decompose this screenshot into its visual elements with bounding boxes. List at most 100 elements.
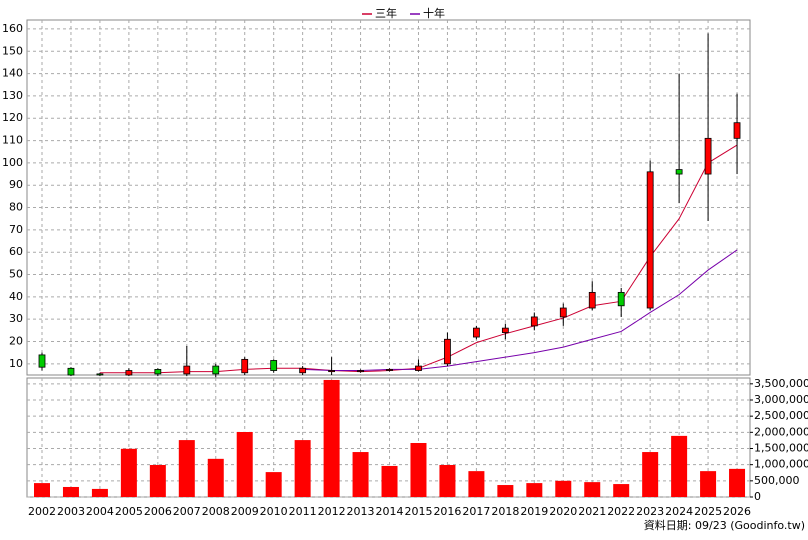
- candle-body: [154, 369, 162, 375]
- volume-bar: [729, 468, 746, 497]
- x-tick-label: 2013: [347, 505, 375, 518]
- candle-body: [270, 360, 278, 371]
- volume-bar: [671, 435, 688, 497]
- volume-bar: [497, 485, 514, 497]
- y-tick-label: 50: [9, 268, 23, 281]
- y-tick-label: 150: [2, 44, 23, 57]
- x-tick-label: 2025: [694, 505, 722, 518]
- candle-body: [588, 291, 596, 309]
- volume-bar: [700, 471, 717, 497]
- volume-bar: [120, 448, 137, 497]
- y-tick-label: 90: [9, 178, 23, 191]
- y-tick-label: 120: [2, 111, 23, 124]
- x-tick-label: 2017: [462, 505, 490, 518]
- volume-bar: [468, 471, 485, 497]
- x-tick-label: 2020: [549, 505, 577, 518]
- x-tick-label: 2022: [607, 505, 635, 518]
- volume-bar: [352, 452, 369, 497]
- y-tick-label: 110: [2, 134, 23, 147]
- price-frame: [26, 19, 751, 376]
- volume-bar: [34, 483, 50, 497]
- y-tick-label: 10: [9, 357, 23, 370]
- x-tick-label: 2024: [665, 505, 693, 518]
- x-tick-label: 2015: [404, 505, 432, 518]
- x-tick-label: 2014: [376, 505, 404, 518]
- candle-body: [444, 338, 451, 365]
- candle-body: [38, 354, 46, 368]
- candle-body: [501, 327, 509, 333]
- x-tick-label: 2018: [491, 505, 519, 518]
- candle-body: [617, 291, 625, 307]
- footer-note: 資料日期: 09/23 (Goodinfo.tw): [644, 518, 805, 532]
- y-tick-label: 130: [2, 89, 23, 102]
- x-tick-label: 2005: [115, 505, 143, 518]
- x-tick-label: 2009: [231, 505, 259, 518]
- legend-label: 十年: [423, 6, 445, 20]
- volume-bar: [642, 452, 659, 497]
- candle-body: [328, 370, 336, 373]
- x-tick-label: 2012: [318, 505, 346, 518]
- x-tick-label: 2019: [520, 505, 548, 518]
- volume-bar: [584, 482, 601, 497]
- candle-body: [212, 365, 220, 375]
- y-tick-label: 160: [2, 22, 23, 35]
- x-tick-label: 2021: [578, 505, 606, 518]
- candle-body: [704, 137, 712, 175]
- candle-body: [646, 171, 654, 309]
- candle-body: [733, 122, 741, 139]
- volume-bar: [323, 379, 340, 497]
- y-tick-label: 1,000,000: [754, 458, 808, 471]
- x-tick-label: 2008: [202, 505, 230, 518]
- y-tick-label: 2,000,000: [754, 425, 808, 438]
- y-tick-label: 100: [2, 156, 23, 169]
- volume-bar: [91, 488, 108, 497]
- volume-bar: [526, 483, 543, 497]
- x-tick-label: 2016: [433, 505, 461, 518]
- y-tick-label: 30: [9, 312, 23, 325]
- volume-bar: [265, 472, 282, 497]
- volume-bar: [236, 432, 253, 497]
- candle-body: [125, 370, 133, 376]
- candle-body: [559, 307, 567, 318]
- candle-body: [67, 367, 75, 376]
- candle-body: [357, 370, 364, 373]
- volume-bar: [410, 442, 427, 497]
- candle-body: [386, 369, 393, 371]
- y-tick-label: 80: [9, 201, 23, 214]
- y-tick-label: 3,500,000: [754, 377, 808, 390]
- volume-bar: [62, 486, 79, 497]
- volume-bar: [207, 458, 224, 497]
- y-tick-label: 60: [9, 245, 23, 258]
- candle-body: [530, 316, 538, 327]
- x-tick-label: 2023: [636, 505, 664, 518]
- y-tick-label: 40: [9, 290, 23, 303]
- candle-body: [241, 358, 249, 374]
- candle-body: [415, 365, 422, 371]
- x-tick-label: 2007: [173, 505, 201, 518]
- ma-line: [302, 249, 738, 372]
- candle-body: [183, 365, 191, 375]
- volume-bar: [178, 440, 195, 497]
- volume-bar: [381, 465, 398, 497]
- candle-body: [675, 169, 683, 175]
- x-tick-label: 2003: [57, 505, 85, 518]
- y-tick-label: 0: [754, 490, 761, 503]
- legend-label: 三年: [375, 6, 397, 20]
- volume-bar: [294, 440, 311, 497]
- candle-body: [299, 367, 307, 374]
- x-tick-label: 2011: [289, 505, 317, 518]
- y-tick-label: 500,000: [754, 474, 800, 487]
- x-tick-label: 2026: [723, 505, 751, 518]
- volume-bar: [149, 464, 166, 497]
- y-tick-label: 70: [9, 223, 23, 236]
- volume-bar: [555, 480, 572, 497]
- y-tick-label: 140: [2, 67, 23, 80]
- y-tick-label: 1,500,000: [754, 441, 808, 454]
- volume-bar: [613, 484, 630, 497]
- candle-body: [472, 327, 480, 338]
- y-tick-label: 2,500,000: [754, 409, 808, 422]
- y-tick-label: 20: [9, 335, 23, 348]
- y-tick-label: 3,000,000: [754, 393, 808, 406]
- candle-body: [96, 373, 104, 376]
